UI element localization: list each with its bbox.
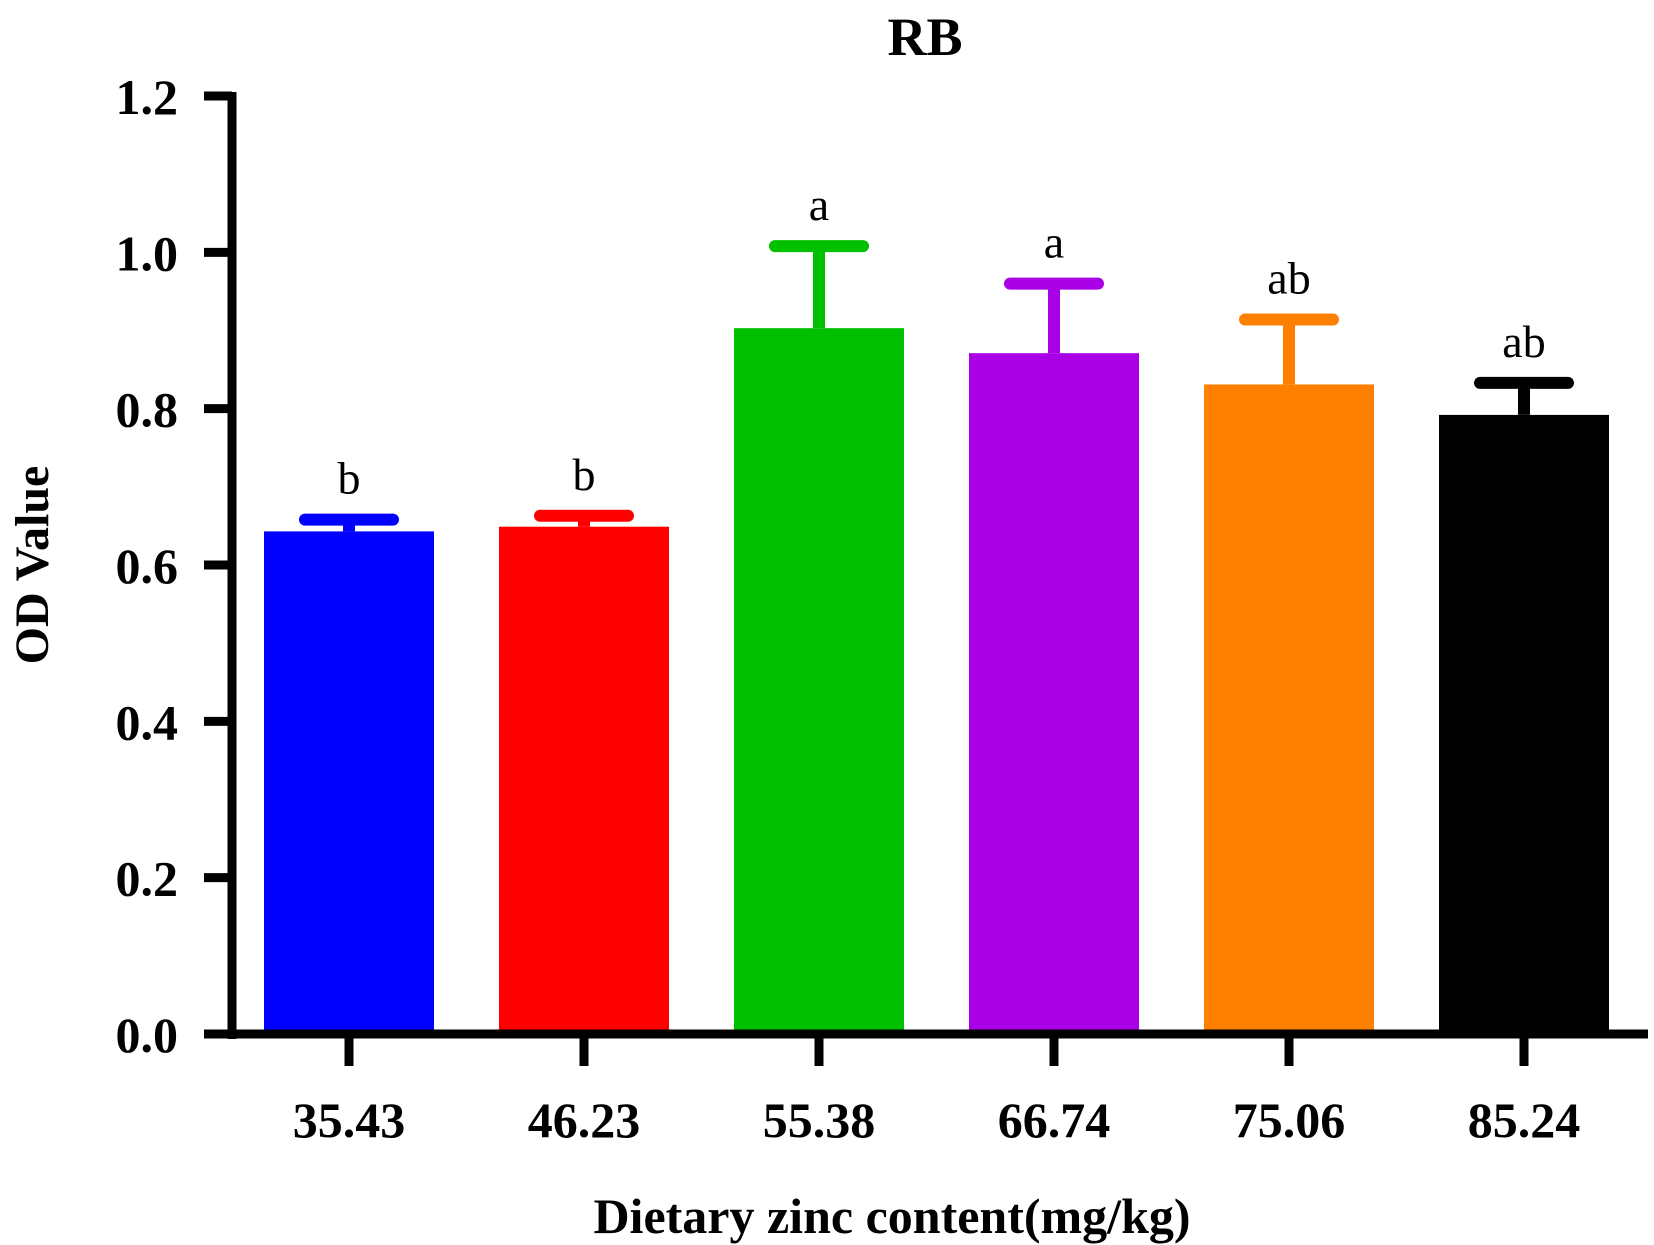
significance-letter-75.06: ab <box>1267 253 1310 304</box>
axes-layer: 0.0 0.2 0.4 0.6 0.8 1.0 1.2 35.43 46.23 55.38 66.7… <box>116 69 1648 1148</box>
bars-layer: b b a a ab ab <box>264 179 1609 1034</box>
significance-letter-66.74: a <box>1044 217 1064 268</box>
x-tick-label-85.24: 85.24 <box>1468 1092 1581 1148</box>
bar-55.38 <box>734 328 904 1034</box>
y-tick-label-0.2: 0.2 <box>116 851 179 907</box>
bar-46.23 <box>499 526 669 1034</box>
y-tick-label-0.4: 0.4 <box>116 694 179 750</box>
x-tick-label-35.43: 35.43 <box>293 1092 406 1148</box>
bar-75.06 <box>1204 384 1374 1034</box>
significance-letter-46.23: b <box>573 449 596 500</box>
y-axis-label: OD Value <box>6 466 59 665</box>
bar-85.24 <box>1439 414 1609 1034</box>
x-tick-label-46.23: 46.23 <box>528 1092 641 1148</box>
bar-35.43 <box>264 531 434 1034</box>
x-tick-label-66.74: 66.74 <box>998 1092 1111 1148</box>
y-tick-label-1.2: 1.2 <box>116 69 179 125</box>
y-tick-label-0.0: 0.0 <box>116 1007 179 1063</box>
chart-title: RB <box>887 7 962 67</box>
y-tick-label-1.0: 1.0 <box>116 225 179 281</box>
y-tick-label-0.8: 0.8 <box>116 382 179 438</box>
bar-66.74 <box>969 353 1139 1034</box>
x-tick-label-75.06: 75.06 <box>1233 1092 1346 1148</box>
x-axis-label: Dietary zinc content(mg/kg) <box>593 1188 1190 1244</box>
significance-letter-55.38: a <box>809 179 829 230</box>
y-tick-label-0.6: 0.6 <box>116 538 179 594</box>
significance-letter-35.43: b <box>338 453 361 504</box>
significance-letter-85.24: ab <box>1502 316 1545 367</box>
x-tick-label-55.38: 55.38 <box>763 1092 876 1148</box>
